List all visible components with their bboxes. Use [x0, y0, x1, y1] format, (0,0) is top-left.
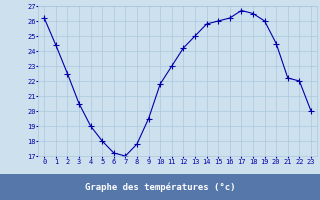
Text: Graphe des températures (°c): Graphe des températures (°c)	[85, 182, 235, 192]
